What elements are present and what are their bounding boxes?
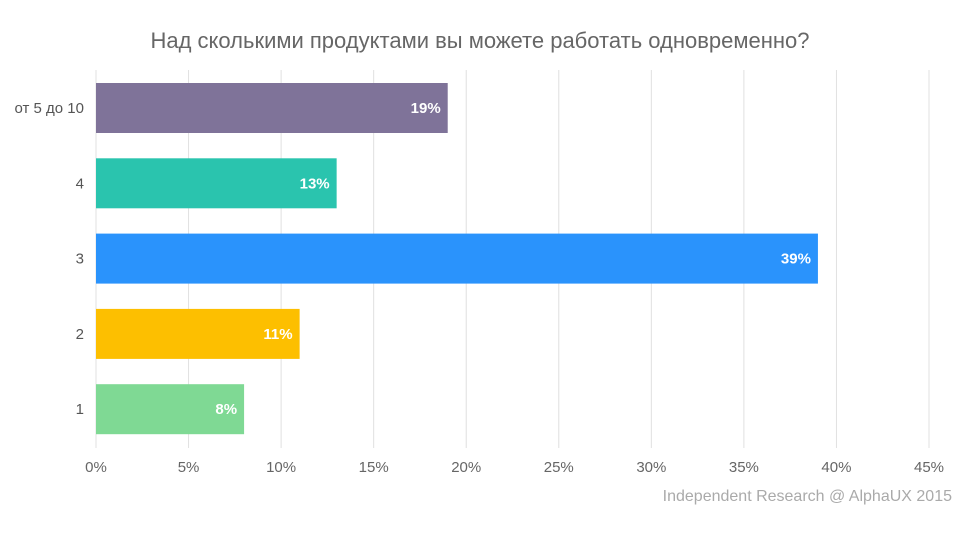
y-category-label: 3: [76, 251, 84, 268]
bar: [96, 308, 300, 359]
x-tick-label: 25%: [544, 459, 574, 476]
x-tick-label: 10%: [266, 459, 296, 476]
bar-value-label: 8%: [215, 401, 237, 418]
y-category-label: 1: [76, 401, 84, 418]
bar-value-label: 39%: [781, 251, 811, 268]
x-tick-label: 45%: [914, 459, 944, 476]
x-tick-label: 35%: [729, 459, 759, 476]
x-tick-label: 0%: [85, 459, 107, 476]
footer-credit: Independent Research @ AlphaUX 2015: [662, 488, 952, 505]
bar: [96, 83, 448, 133]
x-tick-label: 40%: [821, 459, 851, 476]
chart-title: Над сколькими продуктами вы можете работ…: [150, 28, 810, 53]
bar-value-label: 19%: [411, 100, 441, 117]
y-category-label: от 5 до 10: [14, 100, 84, 117]
bar: [96, 158, 337, 209]
bar: [96, 384, 245, 435]
bar: [96, 233, 818, 284]
y-category-label: 4: [76, 175, 84, 192]
bar-value-label: 11%: [263, 326, 292, 343]
y-category-label: 2: [76, 326, 84, 343]
x-tick-label: 5%: [178, 459, 200, 476]
bar-value-label: 13%: [300, 175, 330, 192]
x-tick-label: 30%: [636, 459, 666, 476]
x-tick-label: 15%: [359, 459, 389, 476]
x-tick-label: 20%: [451, 459, 481, 476]
